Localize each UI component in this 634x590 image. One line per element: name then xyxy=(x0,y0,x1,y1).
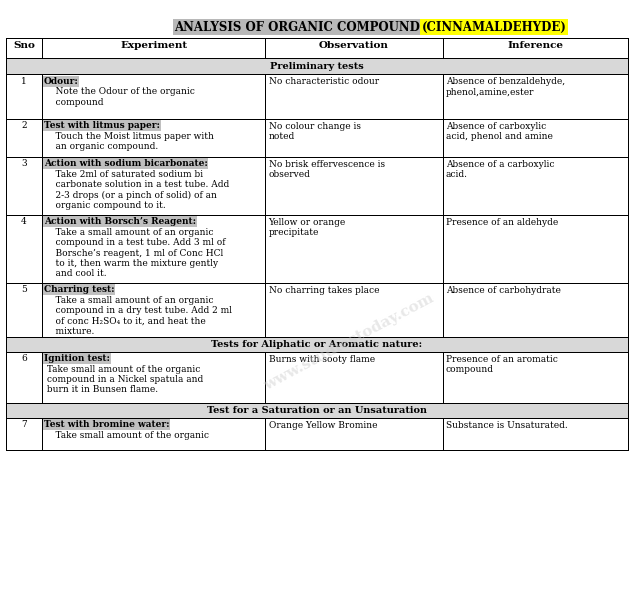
Text: Test for a Saturation or an Unsaturation: Test for a Saturation or an Unsaturation xyxy=(207,406,427,415)
Bar xyxy=(443,119,628,157)
Bar xyxy=(6,58,628,74)
Text: 2: 2 xyxy=(21,121,27,130)
Text: Take a small amount of an organic
    compound in a test tube. Add 3 ml of
    B: Take a small amount of an organic compou… xyxy=(44,228,225,278)
Bar xyxy=(6,38,42,58)
Text: Inference: Inference xyxy=(507,41,563,50)
Text: Substance is Unsaturated.: Substance is Unsaturated. xyxy=(446,421,567,430)
Bar xyxy=(266,283,443,337)
Text: Tests for Aliphatic or Aromatic nature:: Tests for Aliphatic or Aromatic nature: xyxy=(211,340,423,349)
Bar xyxy=(266,38,443,58)
Text: Absence of benzaldehyde,
phenol,amine,ester: Absence of benzaldehyde, phenol,amine,es… xyxy=(446,77,565,97)
Bar xyxy=(443,283,628,337)
Text: (CINNAMALDEHYDE): (CINNAMALDEHYDE) xyxy=(422,21,567,34)
Text: Sno: Sno xyxy=(13,41,35,50)
Bar xyxy=(6,337,628,352)
Text: 1: 1 xyxy=(21,77,27,86)
Text: Preliminary tests: Preliminary tests xyxy=(270,61,364,71)
Text: ANALYSIS OF ORGANIC COMPOUND: 2.: ANALYSIS OF ORGANIC COMPOUND: 2. xyxy=(174,21,445,34)
Bar xyxy=(6,74,42,119)
Bar xyxy=(42,74,266,119)
Bar xyxy=(6,403,628,418)
Bar xyxy=(42,418,266,450)
Text: 7: 7 xyxy=(21,420,27,429)
Bar xyxy=(42,283,266,337)
Bar xyxy=(42,215,266,283)
Text: Test with litmus paper:: Test with litmus paper: xyxy=(44,121,160,130)
Bar xyxy=(42,157,266,215)
Text: No colour change is
noted: No colour change is noted xyxy=(269,122,361,141)
Bar xyxy=(266,74,443,119)
Bar xyxy=(6,283,42,337)
Text: Test with bromine water:: Test with bromine water: xyxy=(44,420,169,429)
Bar xyxy=(266,157,443,215)
Text: Action with Borsch’s Reagent:: Action with Borsch’s Reagent: xyxy=(44,217,196,226)
Text: 5: 5 xyxy=(21,285,27,294)
Text: Experiment: Experiment xyxy=(120,41,187,50)
Bar xyxy=(6,215,42,283)
Text: Action with sodium bicarbonate:: Action with sodium bicarbonate: xyxy=(44,159,207,168)
Text: Charring test:: Charring test: xyxy=(44,285,114,294)
Bar xyxy=(6,352,42,403)
Bar xyxy=(443,352,628,403)
Bar xyxy=(443,215,628,283)
Text: Yellow or orange
precipitate: Yellow or orange precipitate xyxy=(269,218,346,237)
Text: No charring takes place: No charring takes place xyxy=(269,286,379,294)
Bar xyxy=(266,352,443,403)
Text: Observation: Observation xyxy=(319,41,389,50)
Bar xyxy=(6,418,42,450)
Text: Odour:: Odour: xyxy=(44,77,79,86)
Text: Touch the Moist litmus paper with
    an organic compound.: Touch the Moist litmus paper with an org… xyxy=(44,132,214,151)
Text: Absence of carbohydrate: Absence of carbohydrate xyxy=(446,286,560,294)
Bar xyxy=(42,119,266,157)
Bar xyxy=(443,418,628,450)
Bar xyxy=(443,38,628,58)
Text: Absence of a carboxylic
acid.: Absence of a carboxylic acid. xyxy=(446,160,554,179)
Text: 6: 6 xyxy=(21,354,27,363)
Text: Take small amount of the organic
 compound in a Nickel spatula and
 burn it in B: Take small amount of the organic compoun… xyxy=(44,365,203,395)
Text: Take small amount of the organic: Take small amount of the organic xyxy=(44,431,209,440)
Bar xyxy=(6,157,42,215)
Text: Take a small amount of an organic
    compound in a dry test tube. Add 2 ml
    : Take a small amount of an organic compou… xyxy=(44,296,231,336)
Text: No characteristic odour: No characteristic odour xyxy=(269,77,378,86)
Bar xyxy=(266,119,443,157)
Bar xyxy=(266,418,443,450)
Text: 3: 3 xyxy=(21,159,27,168)
Text: Ignition test:: Ignition test: xyxy=(44,354,110,363)
Bar xyxy=(443,157,628,215)
Bar xyxy=(42,352,266,403)
Text: No brisk effervescence is
observed: No brisk effervescence is observed xyxy=(269,160,385,179)
Text: Orange Yellow Bromine: Orange Yellow Bromine xyxy=(269,421,377,430)
Bar xyxy=(42,38,266,58)
Text: Burns with sooty flame: Burns with sooty flame xyxy=(269,355,375,363)
Text: Absence of carboxylic
acid, phenol and amine: Absence of carboxylic acid, phenol and a… xyxy=(446,122,553,141)
Bar xyxy=(443,74,628,119)
Text: Take 2ml of saturated sodium bi
    carbonate solution in a test tube. Add
    2: Take 2ml of saturated sodium bi carbonat… xyxy=(44,170,229,210)
Bar xyxy=(6,119,42,157)
Text: Presence of an aromatic
compound: Presence of an aromatic compound xyxy=(446,355,557,374)
Text: 4: 4 xyxy=(21,217,27,226)
Bar xyxy=(266,215,443,283)
Text: Presence of an aldehyde: Presence of an aldehyde xyxy=(446,218,558,227)
Text: www.studiestoday.com: www.studiestoday.com xyxy=(261,291,436,393)
Text: Note the Odour of the organic
    compound: Note the Odour of the organic compound xyxy=(44,87,195,107)
